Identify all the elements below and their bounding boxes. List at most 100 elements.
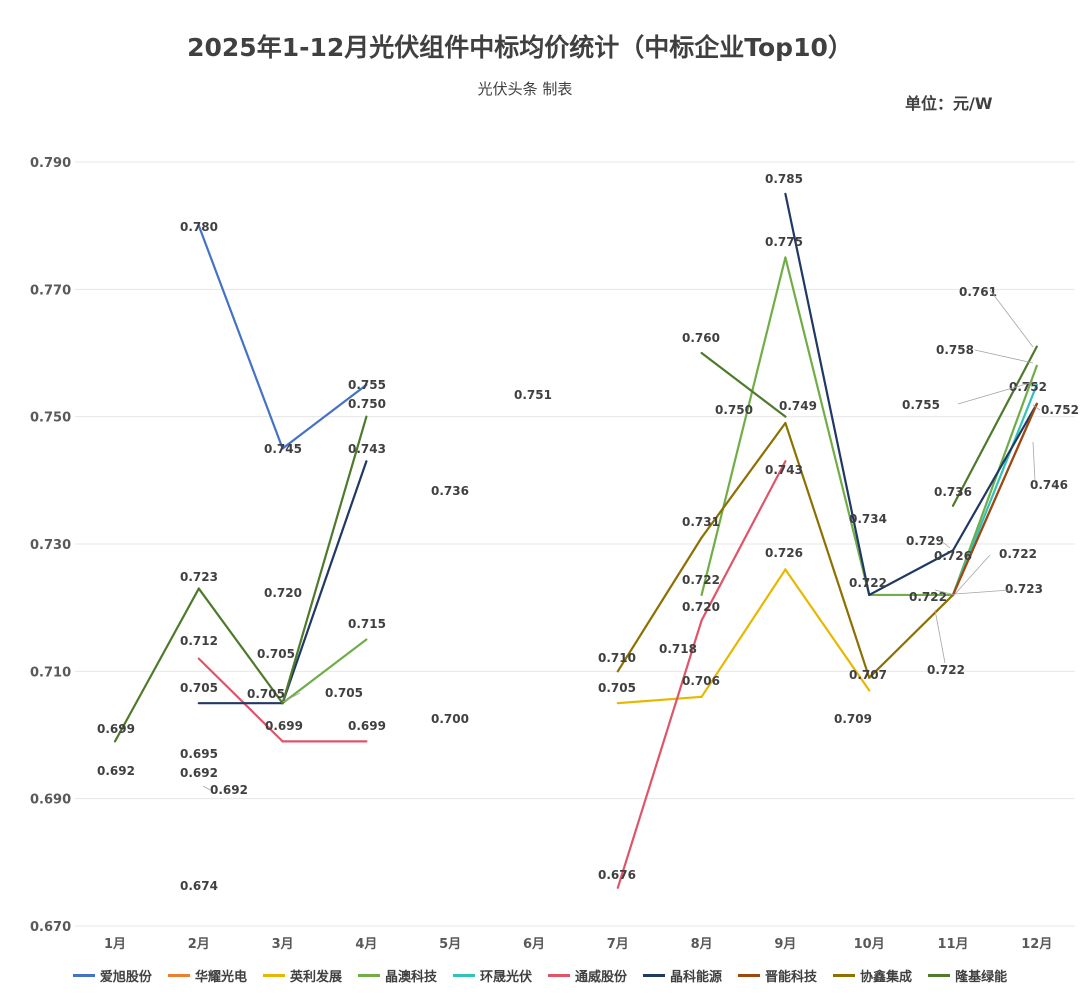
legend-label: 隆基绿能 (955, 970, 1008, 985)
data-label: 0.750 (348, 397, 386, 411)
leader-line (1032, 404, 1041, 411)
data-label: 0.743 (765, 463, 803, 477)
legend-item: 晶科能源 (643, 966, 722, 985)
series-line-segment (700, 460, 787, 622)
data-label: 0.785 (765, 172, 803, 186)
data-label: 0.746 (1030, 478, 1068, 492)
data-label: 0.692 (97, 764, 135, 778)
data-label: 0.707 (849, 668, 887, 682)
data-label: 0.745 (264, 442, 302, 456)
series-line-segment (784, 568, 871, 692)
data-label: 0.705 (257, 647, 295, 661)
data-label: 0.749 (779, 399, 817, 413)
data-label: 0.710 (598, 651, 636, 665)
leader-line (934, 609, 946, 664)
series-line-segment (700, 256, 787, 597)
data-label: 0.692 (180, 766, 218, 780)
data-label: 0.705 (598, 681, 636, 695)
data-label: 0.736 (431, 484, 469, 498)
line-chart: 0.670 0.690 0.710 0.730 0.750 0.770 0.790 1月 2月 3… (30, 156, 1079, 952)
legend-swatch (357, 974, 380, 977)
data-label: 0.758 (936, 343, 974, 357)
x-tick-label: 9月 (774, 937, 796, 952)
leader-line (1032, 441, 1036, 482)
data-label: 0.720 (264, 586, 302, 600)
data-label: 0.752 (1009, 380, 1047, 394)
data-label: 0.755 (902, 398, 940, 412)
chart-title: 2025年1-12月光伏组件中标均价统计（中标企业Top10） (187, 33, 853, 62)
legend-item: 隆基绿能 (928, 966, 1007, 985)
series-line-segment (616, 695, 703, 705)
legend-swatch (72, 974, 95, 977)
series-line-segment (700, 351, 787, 418)
data-label: 0.761 (959, 285, 997, 299)
legend-label: 通威股份 (575, 970, 628, 985)
data-label: 0.726 (934, 549, 972, 563)
leader-line (939, 539, 951, 549)
y-tick-label: 0.730 (30, 538, 71, 553)
series-line-segment (700, 421, 787, 539)
series-line-segment (700, 568, 787, 698)
legend-label: 晋能科技 (765, 970, 818, 985)
chart-subtitle: 光伏头条 制表 (477, 80, 573, 98)
data-label: 0.676 (598, 868, 636, 882)
data-label: 0.722 (909, 590, 947, 604)
leader-line (954, 554, 991, 595)
series-line-segment (784, 192, 871, 597)
data-label: 0.699 (348, 719, 386, 733)
data-label: 0.705 (325, 686, 363, 700)
series-line-segment (281, 415, 368, 705)
x-tick-label: 8月 (691, 937, 713, 952)
legend-item: 华耀光电 (167, 966, 247, 985)
legend-label: 协鑫集成 (860, 970, 913, 985)
data-label: 0.722 (849, 576, 887, 590)
data-label: 0.674 (180, 879, 218, 893)
series-line-segment (951, 345, 1038, 507)
legend-swatch (452, 974, 475, 977)
series-line-segment (951, 364, 1038, 597)
data-label: 0.723 (1005, 582, 1043, 596)
legend-item: 协鑫集成 (833, 966, 912, 985)
data-label: 0.722 (682, 573, 720, 587)
legend-swatch (643, 974, 666, 977)
data-label: 0.751 (514, 388, 552, 402)
series-line-segment (616, 536, 703, 673)
data-label: 0.718 (659, 642, 697, 656)
series-line-segment (616, 619, 703, 889)
data-label: 0.700 (431, 712, 469, 726)
series-line-segment (951, 383, 1038, 597)
data-label: 0.723 (180, 570, 218, 584)
legend-item: 晶澳科技 (357, 966, 437, 985)
legend-label: 英利发展 (289, 970, 342, 985)
data-label: 0.692 (210, 783, 248, 797)
leader-line (974, 349, 1034, 364)
leader-line (934, 589, 956, 596)
data-label: 0.720 (682, 600, 720, 614)
data-label: 0.760 (682, 331, 720, 345)
series-line-segment (951, 402, 1038, 552)
x-tick-label: 3月 (272, 937, 294, 952)
x-tick-label: 7月 (607, 937, 629, 952)
data-label: 0.729 (906, 534, 944, 548)
x-tick-label: 6月 (523, 937, 545, 952)
leader-line (957, 381, 1034, 405)
legend-label: 爱旭股份 (99, 970, 152, 985)
leader-line (202, 785, 211, 791)
data-label: 0.709 (834, 712, 872, 726)
unit-label: 单位：元/W (905, 94, 993, 113)
series-line-segment (197, 657, 284, 743)
data-label: 0.706 (682, 674, 720, 688)
y-tick-label: 0.710 (30, 665, 71, 680)
data-label: 0.712 (180, 634, 218, 648)
data-label: 0.775 (765, 235, 803, 249)
series-line-segment (868, 593, 955, 679)
legend-item: 通威股份 (548, 966, 627, 985)
series-line-segment (197, 587, 284, 705)
leader-line (282, 692, 301, 703)
series-line-segment (951, 402, 1038, 597)
data-label: 0.722 (999, 547, 1037, 561)
data-label: 0.755 (348, 378, 386, 392)
legend-item: 英利发展 (262, 966, 342, 985)
data-label: 0.726 (765, 546, 803, 560)
legend-label: 环晟光伏 (479, 970, 532, 985)
